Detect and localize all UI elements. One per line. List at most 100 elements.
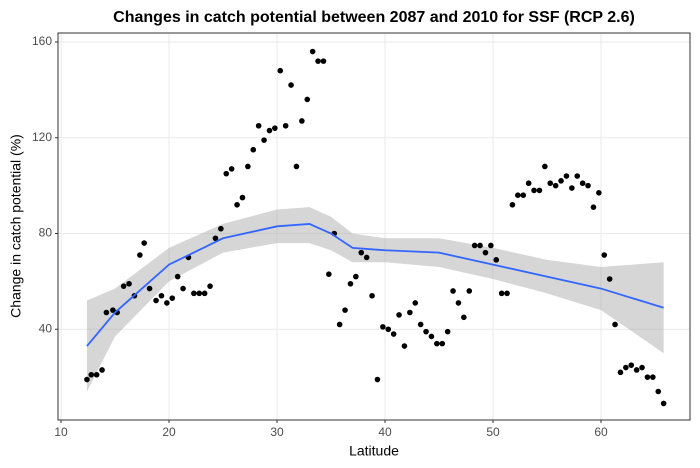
point (110, 307, 116, 313)
point (477, 242, 483, 249)
point (158, 292, 165, 299)
point (326, 271, 332, 278)
point (628, 362, 635, 368)
point (660, 400, 667, 407)
y-tick-label: 80 (39, 226, 53, 240)
point (320, 58, 327, 64)
x-tick-label: 40 (378, 425, 392, 439)
point (309, 48, 316, 55)
point (218, 225, 224, 232)
point (601, 252, 608, 258)
point (234, 201, 240, 208)
point (439, 340, 446, 347)
point (569, 185, 575, 191)
point (444, 328, 451, 335)
point (579, 180, 586, 187)
point (196, 290, 203, 297)
point (126, 280, 132, 287)
point (655, 388, 662, 395)
point (315, 58, 321, 64)
point (239, 194, 246, 201)
y-axis-label: Change in catch potential (%) (8, 134, 24, 318)
point (363, 254, 370, 261)
point (304, 96, 311, 103)
point (617, 369, 624, 376)
point (358, 249, 365, 256)
panel (58, 33, 690, 420)
point (401, 343, 408, 349)
point (525, 180, 532, 187)
panel-border (57, 32, 691, 421)
point (223, 170, 230, 177)
point (434, 340, 440, 347)
x-axis-label: Latitude (349, 443, 399, 459)
point (596, 190, 602, 196)
point (412, 300, 419, 306)
point (590, 204, 597, 210)
point (261, 137, 267, 143)
x-tick-label: 20 (162, 425, 176, 439)
point (509, 201, 516, 208)
point (531, 187, 537, 194)
point (99, 367, 105, 373)
point (153, 297, 159, 304)
x-tick-label: 10 (54, 425, 68, 439)
point (103, 309, 110, 316)
x-tick-label: 60 (594, 425, 608, 439)
x-tick-label: 30 (270, 425, 284, 439)
point (396, 312, 402, 318)
point (180, 285, 186, 292)
point (639, 364, 645, 371)
point (212, 235, 219, 242)
point (336, 321, 343, 328)
point (207, 283, 213, 289)
point (146, 285, 153, 292)
point (369, 292, 375, 299)
point (585, 182, 591, 189)
point (504, 290, 510, 297)
point (272, 125, 278, 131)
point (250, 146, 257, 153)
point (423, 328, 429, 335)
point (623, 364, 629, 371)
point (120, 283, 127, 289)
point (342, 307, 348, 313)
point (380, 324, 386, 330)
point (547, 180, 554, 187)
point (407, 309, 413, 316)
smooth-line (86, 223, 664, 347)
point (137, 252, 143, 258)
point (164, 300, 170, 306)
point (644, 374, 651, 380)
point (169, 295, 176, 301)
point (542, 163, 548, 170)
point (255, 122, 262, 129)
point (228, 166, 235, 172)
y-tick-label: 40 (39, 321, 53, 335)
point (574, 173, 581, 179)
point (385, 326, 392, 333)
y-tick-label: 160 (32, 34, 52, 48)
point (455, 300, 462, 306)
point (563, 173, 570, 179)
point (277, 67, 284, 74)
point (374, 376, 381, 383)
point (461, 314, 467, 321)
point (488, 242, 494, 249)
y-tick-label: 120 (32, 130, 52, 144)
point (650, 374, 656, 380)
point (299, 118, 305, 124)
point (558, 178, 564, 184)
point (282, 122, 289, 129)
point (606, 276, 613, 282)
point (633, 367, 640, 373)
point (482, 249, 489, 256)
point (266, 127, 273, 134)
point (347, 280, 354, 287)
point (174, 273, 181, 280)
point (293, 163, 300, 170)
point (288, 82, 294, 88)
point (191, 290, 197, 297)
point (536, 187, 543, 194)
